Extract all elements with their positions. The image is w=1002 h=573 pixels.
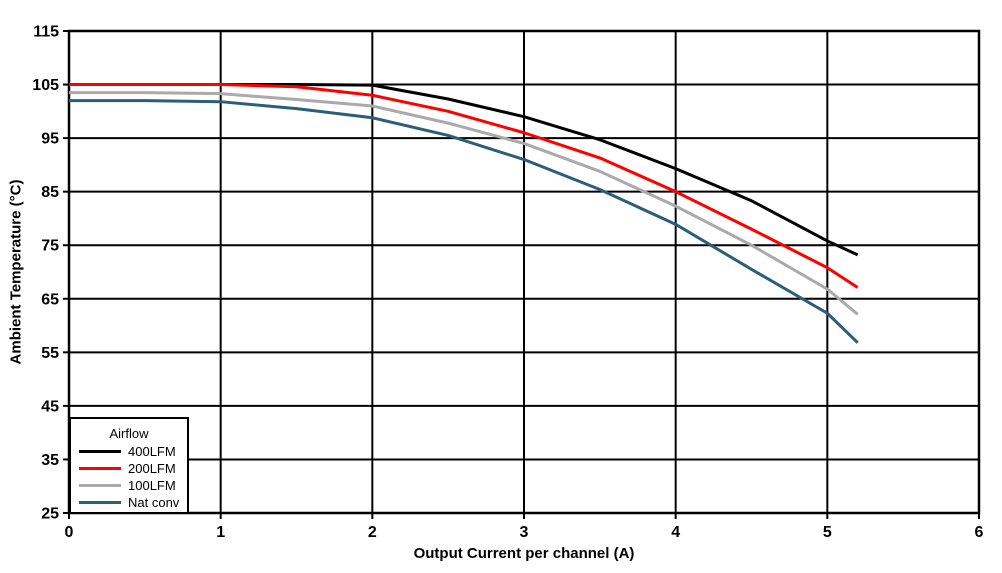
legend-item-200lfm: 200LFM (71, 460, 187, 477)
legend-line-nat-conv (79, 501, 121, 504)
legend-line-100lfm (79, 484, 121, 487)
x-tick-label: 5 (823, 524, 832, 541)
y-tick-label: 35 (41, 452, 59, 469)
legend-label-100lfm: 100LFM (128, 478, 176, 493)
x-axis-title: Output Current per channel (A) (413, 545, 635, 562)
legend-item-100lfm: 100LFM (71, 477, 187, 494)
y-tick-label: 115 (33, 24, 59, 41)
legend: Airflow 400LFM 200LFM 100LFM Nat conv (69, 417, 189, 514)
y-tick-label: 95 (41, 131, 59, 148)
x-tick-label: 1 (216, 524, 225, 541)
legend-title: Airflow (109, 426, 149, 441)
legend-item-nat-conv: Nat conv (71, 494, 187, 511)
legend-item-400lfm: 400LFM (71, 443, 187, 460)
series-line-3 (69, 99, 859, 344)
x-tick-label: 3 (520, 524, 529, 541)
y-tick-label: 105 (32, 77, 59, 94)
x-tick-label: 2 (368, 524, 377, 541)
y-tick-label: 55 (41, 345, 59, 362)
y-tick-label: 25 (41, 506, 59, 523)
y-axis-title: Ambient Temperature (°C) (7, 179, 25, 365)
legend-label-nat-conv: Nat conv (128, 495, 180, 510)
legend-label-200lfm: 200LFM (128, 461, 176, 476)
y-tick-label: 65 (41, 291, 59, 308)
legend-label-400lfm: 400LFM (128, 444, 176, 459)
y-tick-label: 85 (41, 184, 59, 201)
y-tick-label: 75 (41, 238, 59, 255)
x-tick-label: 0 (65, 524, 74, 541)
x-tick-label: 4 (671, 524, 680, 541)
legend-line-200lfm (79, 467, 121, 470)
x-tick-label: 6 (975, 524, 984, 541)
legend-line-400lfm (79, 450, 121, 453)
series-line-2 (69, 91, 859, 316)
series-line-1 (69, 83, 859, 289)
y-tick-label: 45 (41, 398, 59, 415)
